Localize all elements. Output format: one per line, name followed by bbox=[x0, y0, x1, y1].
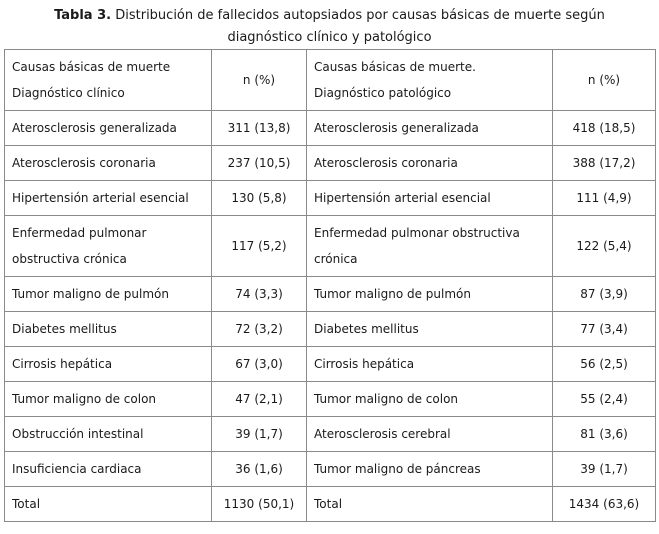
value-cell: 55 (2,4) bbox=[552, 381, 656, 417]
value-cell: 72 (3,2) bbox=[211, 311, 307, 347]
value-cell: 39 (1,7) bbox=[552, 451, 656, 487]
value-cell: 130 (5,8) bbox=[211, 180, 307, 216]
value-cell: 74 (3,3) bbox=[211, 276, 307, 312]
cause-cell: Enfermedad pulmonar obstructiva crónica bbox=[306, 215, 553, 277]
table-row: Hipertensión arterial esencial 130 (5,8) H… bbox=[4, 180, 656, 216]
value-cell: 77 (3,4) bbox=[552, 311, 656, 347]
col-header-pathological-diagnosis: Causas básicas de muerte. Diagnóstico pa… bbox=[306, 49, 553, 111]
table-row: Enfermedad pulmonar obstructiva crónica 1… bbox=[4, 215, 656, 277]
cause-cell: Diabetes mellitus bbox=[4, 311, 212, 347]
cause-cell: Cirrosis hepática bbox=[4, 346, 212, 382]
table-row: Total 1130 (50,1) Total 1434 (63,6) bbox=[4, 486, 656, 522]
title-table-number: Tabla 3. bbox=[54, 8, 112, 23]
value-cell: 418 (18,5) bbox=[552, 110, 656, 146]
table-row: Aterosclerosis coronaria 237 (10,5) Ateros… bbox=[4, 145, 656, 181]
value-cell: 1130 (50,1) bbox=[211, 486, 307, 522]
cause-cell: Hipertensión arterial esencial bbox=[306, 180, 553, 216]
cause-cell: Tumor maligno de páncreas bbox=[306, 451, 553, 487]
value-cell: 117 (5,2) bbox=[211, 215, 307, 277]
value-cell: 87 (3,9) bbox=[552, 276, 656, 312]
value-cell: 122 (5,4) bbox=[552, 215, 656, 277]
value-cell: 311 (13,8) bbox=[211, 110, 307, 146]
value-cell: 47 (2,1) bbox=[211, 381, 307, 417]
value-cell: 67 (3,0) bbox=[211, 346, 307, 382]
col-header-n-pathological: n (%) bbox=[552, 49, 656, 111]
value-cell: 36 (1,6) bbox=[211, 451, 307, 487]
cause-cell: Aterosclerosis generalizada bbox=[4, 110, 212, 146]
table-row: Diabetes mellitus 72 (3,2) Diabetes mellit… bbox=[4, 311, 656, 347]
cause-cell: Aterosclerosis coronaria bbox=[306, 145, 553, 181]
cause-cell: Tumor maligno de colon bbox=[306, 381, 553, 417]
cause-cell: Aterosclerosis generalizada bbox=[306, 110, 553, 146]
cause-cell: Total bbox=[306, 486, 553, 522]
table-row: Insuficiencia cardiaca 36 (1,6) Tumor mali… bbox=[4, 451, 656, 487]
cause-cell: Hipertensión arterial esencial bbox=[4, 180, 212, 216]
table-row: Tumor maligno de colon 47 (2,1) Tumor mali… bbox=[4, 381, 656, 417]
cause-cell: Diabetes mellitus bbox=[306, 311, 553, 347]
value-cell: 56 (2,5) bbox=[552, 346, 656, 382]
cause-cell: Tumor maligno de colon bbox=[4, 381, 212, 417]
value-cell: 111 (4,9) bbox=[552, 180, 656, 216]
cause-cell: Tumor maligno de pulmón bbox=[306, 276, 553, 312]
cause-cell: Aterosclerosis cerebral bbox=[306, 416, 553, 452]
causes-of-death-table: Causas básicas de muerte Diagnóstico clí… bbox=[4, 49, 656, 522]
col-header-pathological-line-2: Diagnóstico patológico bbox=[314, 86, 452, 100]
table-body: Aterosclerosis generalizada 311 (13,8) Ate… bbox=[4, 110, 656, 522]
header-row: Causas básicas de muerte Diagnóstico clí… bbox=[4, 49, 656, 111]
table-row: Obstrucción intestinal 39 (1,7) Ateroscler… bbox=[4, 416, 656, 452]
value-cell: 1434 (63,6) bbox=[552, 486, 656, 522]
cause-cell: Total bbox=[4, 486, 212, 522]
table-header: Causas básicas de muerte Diagnóstico clí… bbox=[4, 49, 656, 111]
col-header-clinical-line-1: Causas básicas de muerte bbox=[12, 60, 171, 74]
table-row: Cirrosis hepática 67 (3,0) Cirrosis hepáti… bbox=[4, 346, 656, 382]
title-line-1: Tabla 3. Distribución de fallecidos auto… bbox=[0, 5, 659, 27]
cause-cell: Obstrucción intestinal bbox=[4, 416, 212, 452]
value-cell: 388 (17,2) bbox=[552, 145, 656, 181]
table-row: Aterosclerosis generalizada 311 (13,8) Ate… bbox=[4, 110, 656, 146]
cause-cell: Aterosclerosis coronaria bbox=[4, 145, 212, 181]
value-cell: 39 (1,7) bbox=[211, 416, 307, 452]
value-cell: 81 (3,6) bbox=[552, 416, 656, 452]
cause-cell: Tumor maligno de pulmón bbox=[4, 276, 212, 312]
title-line-1-text: Distribución de fallecidos autopsiados p… bbox=[111, 8, 605, 23]
cause-cell: Cirrosis hepática bbox=[306, 346, 553, 382]
cause-cell: Enfermedad pulmonar obstructiva crónica bbox=[4, 215, 212, 277]
title-line-2: diagnóstico clínico y patológico bbox=[227, 30, 432, 45]
col-header-pathological-line-1: Causas básicas de muerte. bbox=[314, 60, 476, 74]
table-row: Tumor maligno de pulmón 74 (3,3) Tumor mal… bbox=[4, 276, 656, 312]
col-header-clinical-diagnosis: Causas básicas de muerte Diagnóstico clí… bbox=[4, 49, 212, 111]
col-header-n-clinical: n (%) bbox=[211, 49, 307, 111]
table-title: Tabla 3. Distribución de fallecidos auto… bbox=[0, 0, 659, 49]
value-cell: 237 (10,5) bbox=[211, 145, 307, 181]
cause-cell: Insuficiencia cardiaca bbox=[4, 451, 212, 487]
col-header-clinical-line-2: Diagnóstico clínico bbox=[12, 86, 125, 100]
